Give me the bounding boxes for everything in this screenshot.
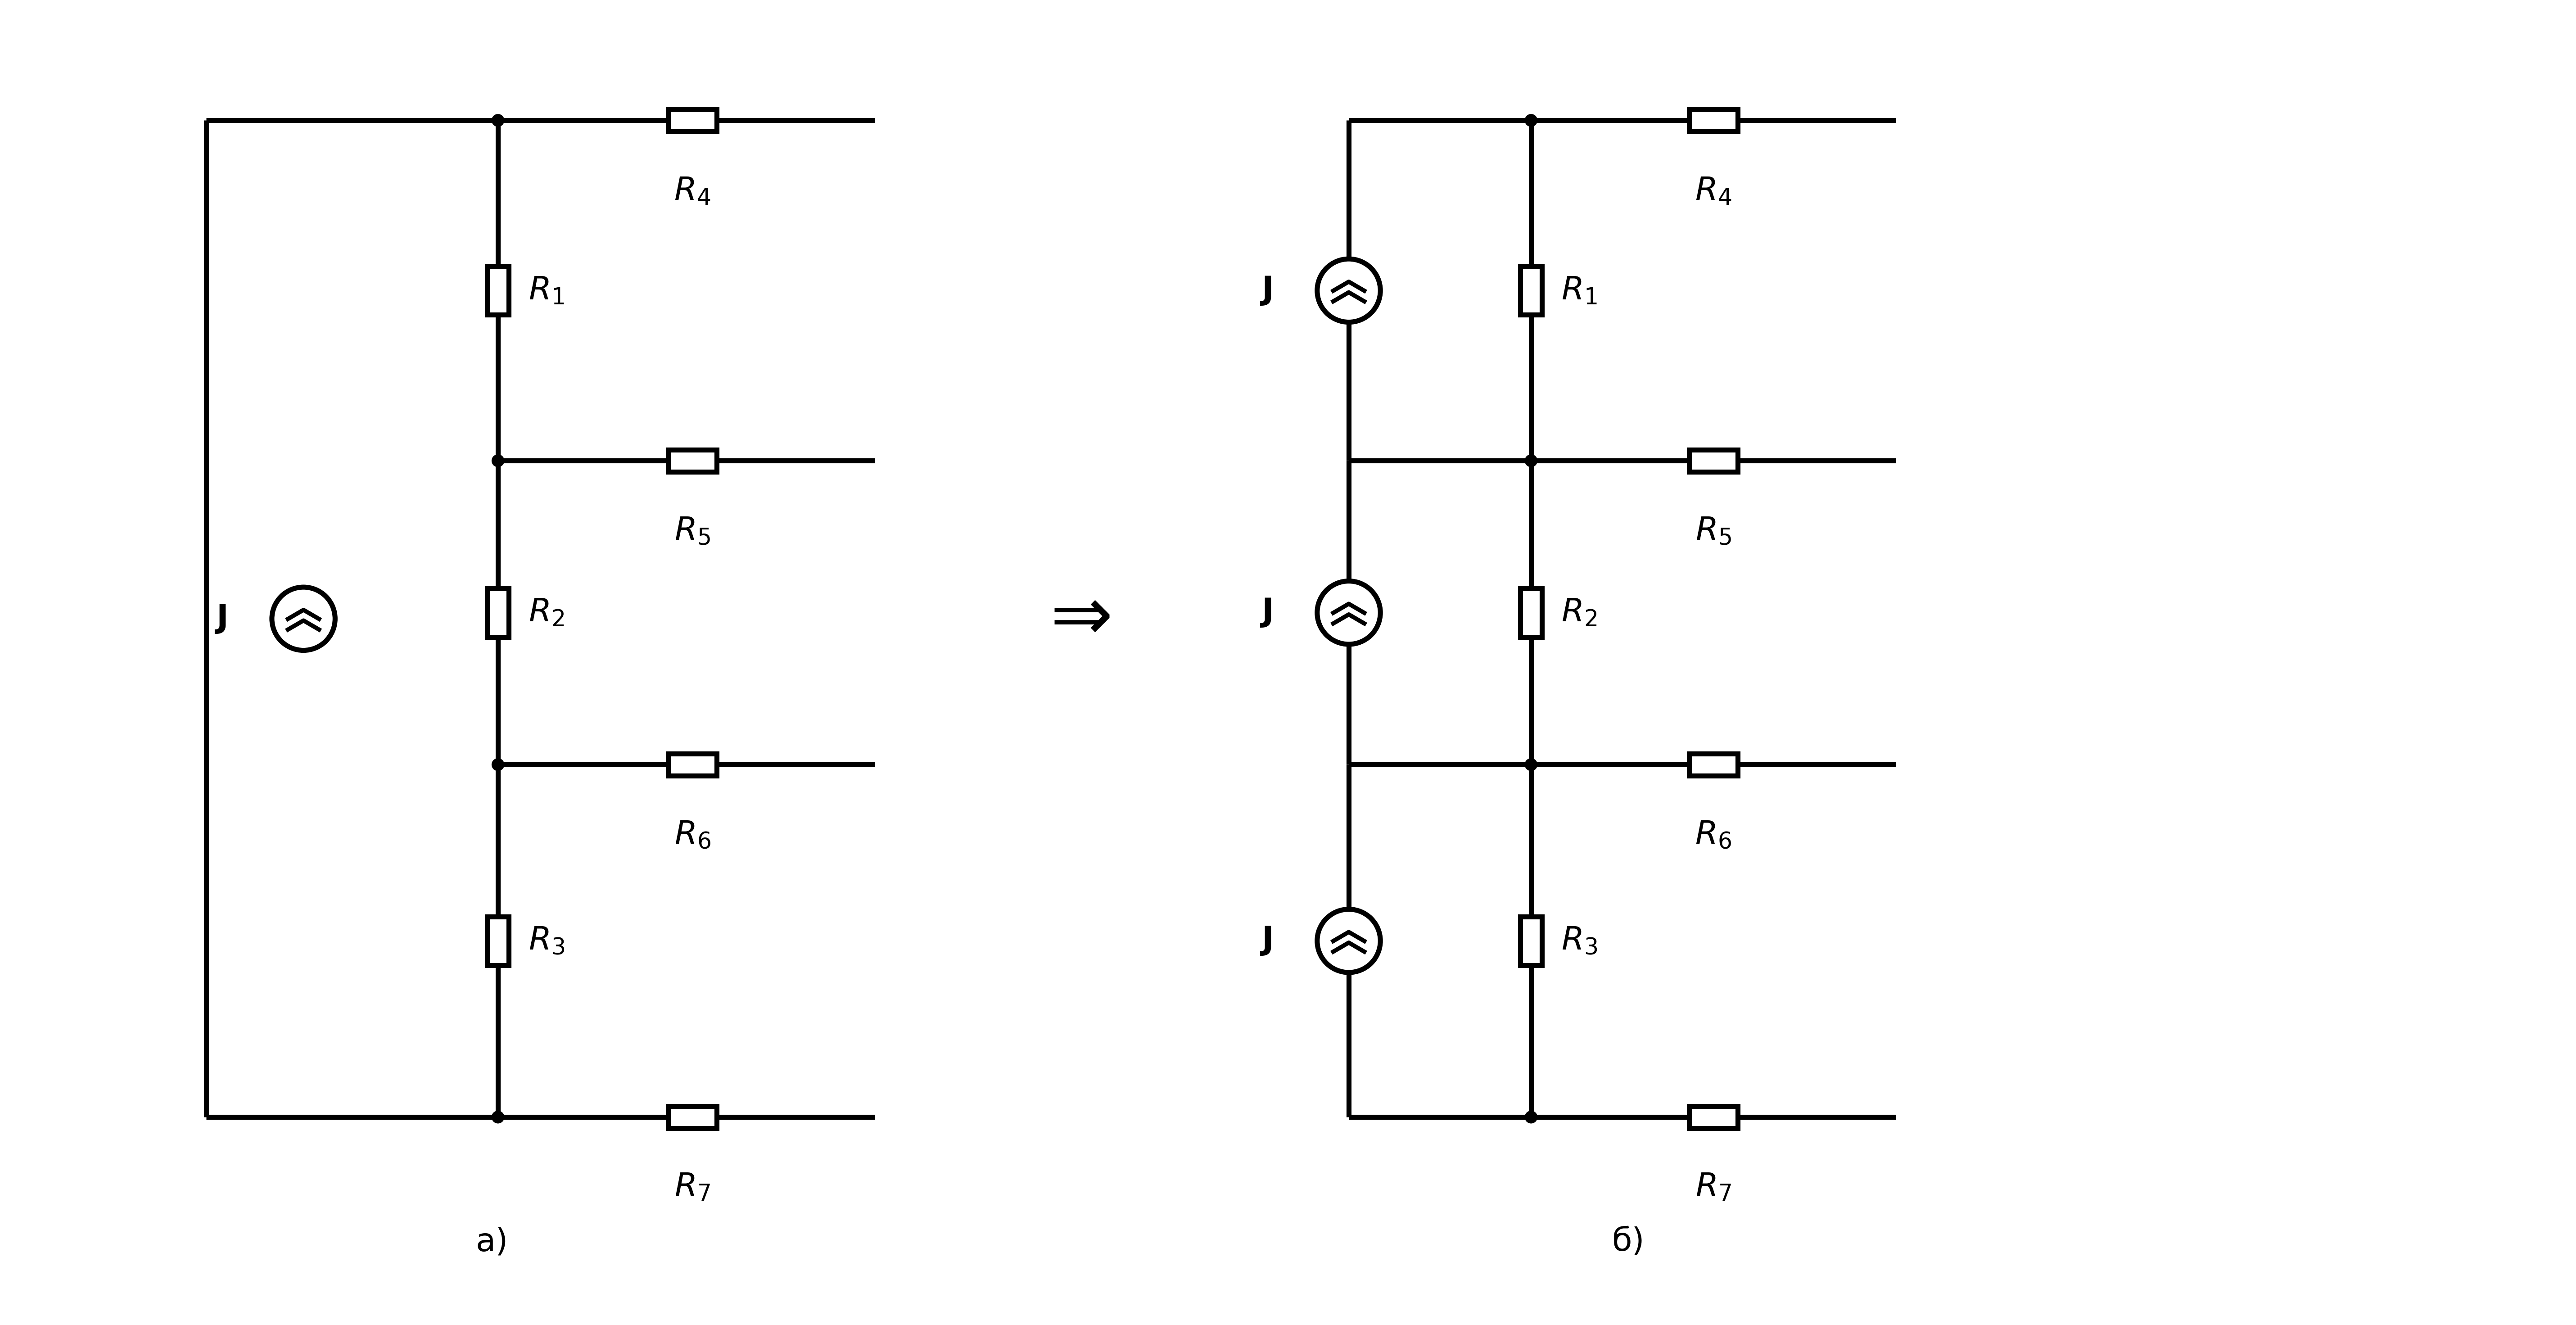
Text: $R_3$: $R_3$: [1561, 925, 1597, 957]
Text: $R_3$: $R_3$: [528, 925, 564, 957]
Bar: [487, 917, 510, 965]
Text: $R_7$: $R_7$: [675, 1171, 711, 1203]
Circle shape: [1316, 909, 1381, 973]
Circle shape: [273, 587, 335, 651]
Text: $R_6$: $R_6$: [675, 819, 711, 851]
Circle shape: [1316, 258, 1381, 322]
Circle shape: [1525, 758, 1538, 771]
Text: $R_4$: $R_4$: [675, 175, 711, 207]
Circle shape: [492, 114, 505, 126]
Text: J: J: [1262, 925, 1273, 957]
Bar: [1520, 917, 1543, 965]
Circle shape: [1525, 454, 1538, 466]
Bar: [1690, 110, 1739, 131]
Text: б): б): [1613, 1227, 1643, 1257]
Circle shape: [492, 454, 505, 466]
Text: $R_2$: $R_2$: [528, 598, 564, 628]
Text: а): а): [477, 1227, 507, 1257]
Circle shape: [492, 758, 505, 771]
Text: $R_7$: $R_7$: [1695, 1171, 1731, 1203]
Circle shape: [492, 1112, 505, 1124]
Bar: [667, 449, 716, 472]
Bar: [1520, 266, 1543, 315]
Circle shape: [1525, 114, 1538, 126]
Text: $R_2$: $R_2$: [1561, 598, 1597, 628]
Bar: [1690, 754, 1739, 775]
Bar: [667, 110, 716, 131]
Circle shape: [1316, 582, 1381, 644]
Text: J: J: [1262, 276, 1273, 306]
Bar: [667, 754, 716, 775]
Text: $R_5$: $R_5$: [675, 515, 711, 546]
Bar: [487, 266, 510, 315]
Bar: [667, 1106, 716, 1128]
Text: $R_1$: $R_1$: [1561, 276, 1597, 306]
Bar: [1520, 588, 1543, 637]
Text: $R_5$: $R_5$: [1695, 515, 1731, 546]
Bar: [487, 588, 510, 637]
Bar: [1690, 449, 1739, 472]
Text: J: J: [1262, 598, 1273, 628]
Text: $R_4$: $R_4$: [1695, 175, 1731, 207]
Text: J: J: [216, 603, 229, 635]
Bar: [1690, 1106, 1739, 1128]
Text: $R_6$: $R_6$: [1695, 819, 1731, 851]
Circle shape: [1525, 1112, 1538, 1124]
Text: $R_1$: $R_1$: [528, 276, 564, 306]
Text: ⇒: ⇒: [1051, 582, 1113, 656]
